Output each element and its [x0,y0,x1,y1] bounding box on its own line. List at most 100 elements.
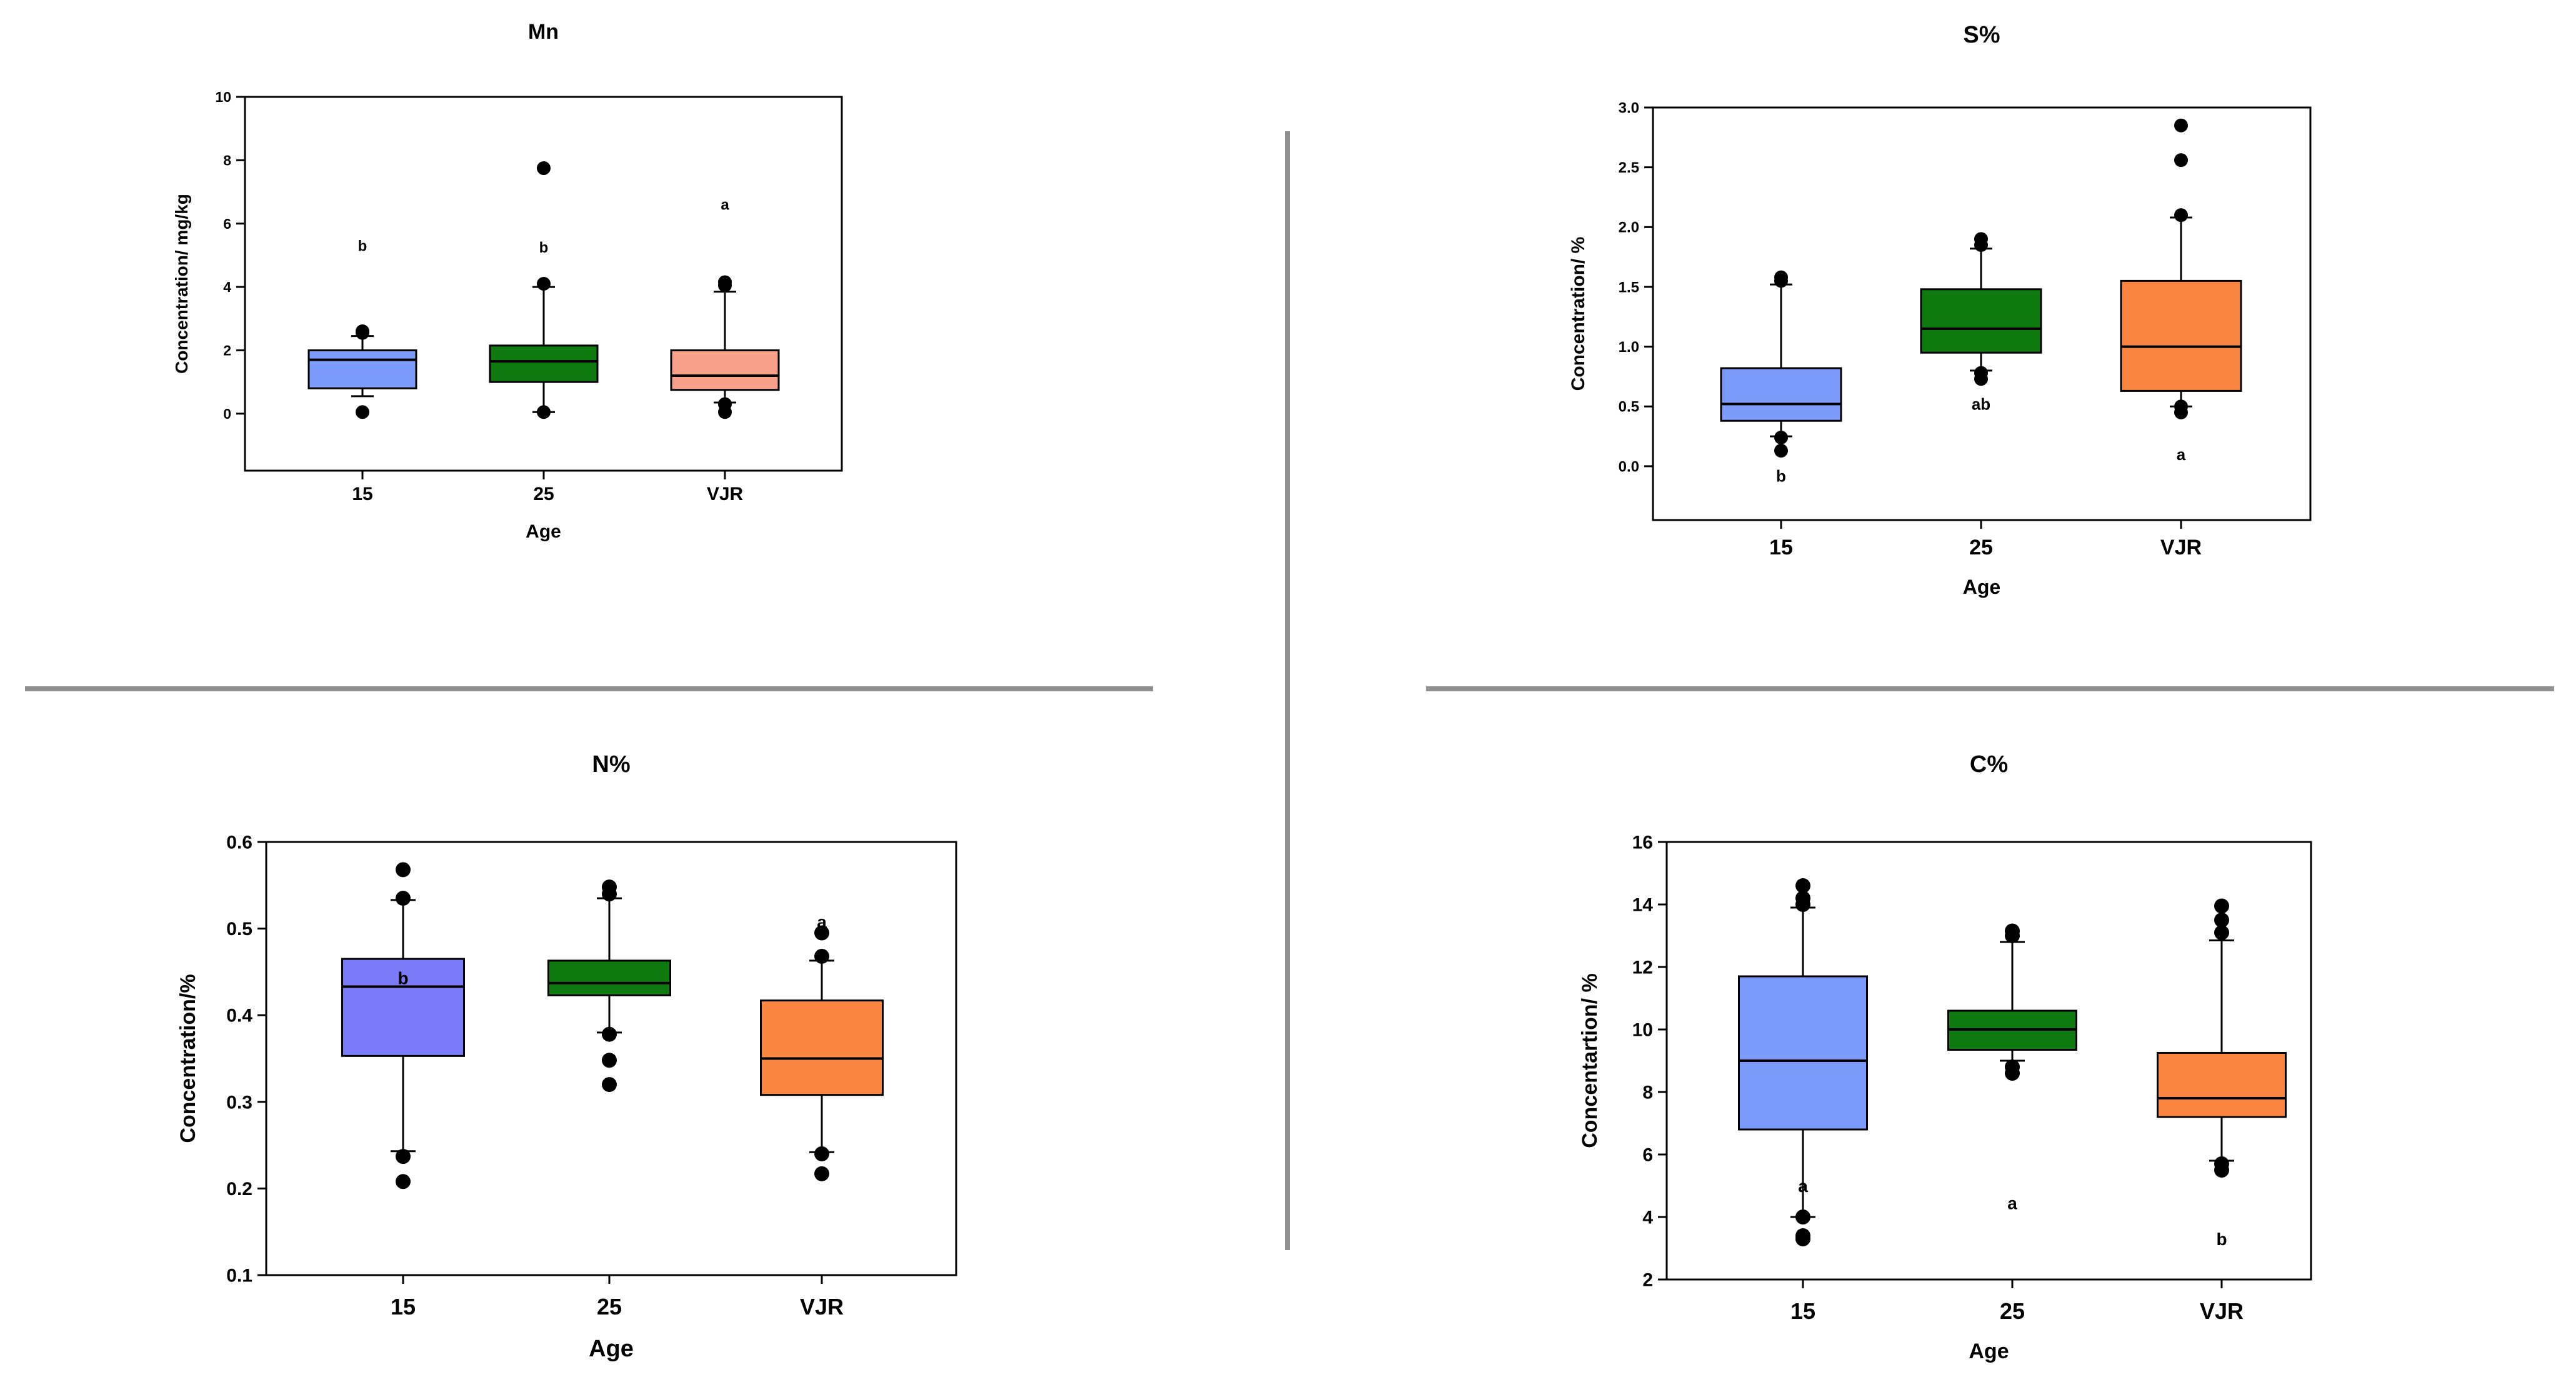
outlier-point [1795,1228,1810,1243]
box-iqr [341,958,465,1057]
significance-letter: b [1776,466,1786,485]
outlier-point [537,277,551,291]
outlier-point [537,405,551,419]
x-tick-label: 15 [352,484,372,504]
x-axis-label: Age [1969,1339,2009,1363]
significance-letter: a [604,876,614,895]
x-tick-label: 25 [1969,536,1993,559]
outlier-point [1974,232,1988,246]
box-iqr [2120,279,2242,392]
box-25: 25 b [489,161,599,504]
y-tick-label: 6 [223,216,231,232]
plot-frame [265,841,957,1276]
y-tick-label: 2.5 [1619,159,1639,176]
y-tick-label: 10 [1632,1020,1653,1041]
outlier-point [2005,923,2020,939]
box-25: 25 ab [1920,232,2042,559]
outlier-point [396,1174,411,1189]
box-25: 25 a [1947,923,2077,1324]
x-tick-label: 25 [597,1294,622,1319]
outlier-point [396,891,411,906]
outlier-point [718,397,732,411]
significance-letter: ab [1972,395,1990,414]
outlier-point [396,862,411,878]
outlier-point [2174,118,2188,133]
box-iqr [489,344,599,383]
plot-frame [1665,841,2312,1281]
chart-title: Mn [528,20,559,44]
x-axis-label: Age [1963,576,2000,598]
box-iqr [2157,1052,2287,1118]
outlier-point [814,1166,829,1181]
outlier-point [2214,1156,2229,1171]
outlier-point [1795,891,1810,906]
outlier-point [2005,1059,2020,1074]
significance-letter: b [2216,1229,2227,1249]
chart-s-pct: S% 0.0 0.5 1.0 1.5 2.0 2.5 3.0 Concentration/ % A… [1568,22,2312,598]
y-tick-label: 8 [223,152,231,168]
y-tick-label: 0.3 [226,1092,252,1113]
outlier-point [2214,898,2229,914]
x-tick-label: VJR [707,484,744,504]
outlier-point [1774,270,1788,284]
outlier-point [602,879,617,895]
chart-title: S% [1963,22,2000,48]
outlier-point [2174,208,2188,223]
box-iqr [1738,975,1868,1131]
x-tick-label: 15 [1790,1298,1815,1324]
y-tick-label: 0.4 [226,1006,252,1026]
y-tick-label: 1.0 [1619,339,1639,356]
significance-letter: a [2177,445,2186,464]
significance-letter: a [1798,1176,1808,1196]
x-tick-label: VJR [2200,1298,2244,1324]
y-tick-label: 0.2 [226,1179,252,1199]
outlier-point [1974,366,1988,380]
x-axis-label: Age [526,521,561,542]
box-iqr [670,349,780,391]
outlier-point [1795,1209,1810,1224]
outlier-point [814,1146,829,1161]
significance-letter: a [817,912,827,931]
x-axis-label: Age [589,1336,634,1362]
y-tick-label: 4 [1642,1208,1653,1228]
outlier-point [602,1077,617,1093]
outlier-point [814,925,829,941]
y-axis-label: Concentration/% [176,974,200,1143]
outlier-point [1774,444,1788,458]
outlier-point [2214,925,2229,940]
x-tick-label: 15 [1769,536,1793,559]
outlier-point [814,948,829,964]
x-tick-label: 15 [391,1294,416,1319]
chart-c-pct: C% 2 4 6 8 10 12 14 16 Concentartion/ % Age 15 a 25 a V… [1578,751,2312,1363]
significance-letter: a [721,197,729,214]
y-axis-label: Concentartion/ % [1578,973,1602,1148]
outlier-point [2174,399,2188,414]
box-vjr: VJR a [670,197,780,504]
outlier-point [2214,913,2229,928]
outlier-point [356,324,369,339]
box-15: 15 a [1738,878,1868,1324]
y-tick-label: 0 [223,406,231,422]
outlier-point [2174,153,2188,168]
outlier-point [537,161,551,176]
y-tick-label: 0.1 [226,1266,252,1286]
y-tick-label: 0.5 [226,919,252,939]
y-tick-label: 8 [1642,1083,1653,1103]
significance-letter: a [2007,1193,2017,1213]
outlier-point [718,275,732,289]
significance-letter: b [358,238,367,255]
y-tick-label: 2.0 [1619,219,1639,236]
y-tick-label: 12 [1632,958,1653,978]
chart-title: N% [592,751,630,778]
outlier-point [356,405,369,419]
y-tick-label: 10 [215,89,231,105]
outlier-point [602,1026,617,1042]
y-tick-label: 0.6 [226,833,252,853]
box-vjr: VJR a [2120,118,2242,559]
box-vjr: VJR a [760,912,884,1319]
box-iqr [547,959,671,996]
box-15: 15 b [341,862,465,1319]
y-tick-label: 2 [1642,1270,1653,1291]
y-tick-label: 4 [223,279,231,295]
